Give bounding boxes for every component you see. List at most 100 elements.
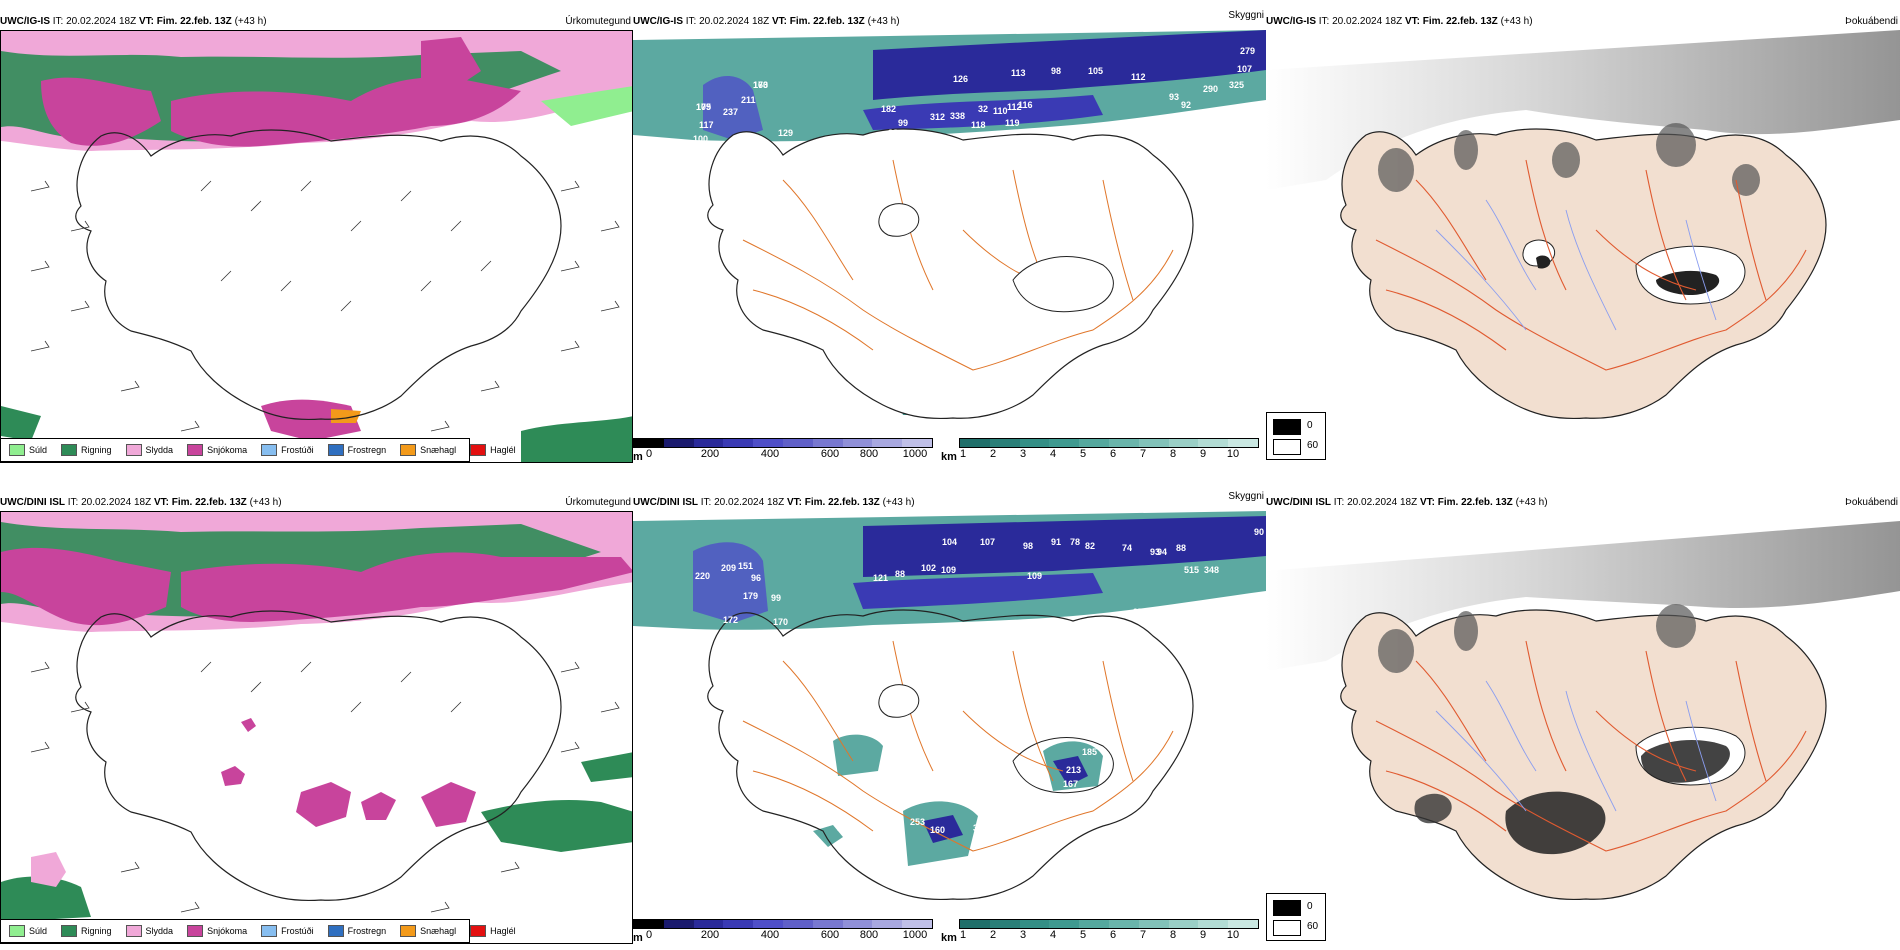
precip-legend: Súld Rigning Slydda Snjókoma Frostúði Fr… xyxy=(0,438,516,462)
ceiling-unit: m xyxy=(633,451,643,463)
legend-swatch xyxy=(261,925,278,937)
legend-item: Snæhagl xyxy=(400,444,456,456)
legend-swatch xyxy=(470,925,487,937)
tick-label: 7 xyxy=(1139,448,1147,460)
ceiling-value-label: 290 xyxy=(1203,84,1218,94)
ceiling-value-label: 94 xyxy=(1157,547,1167,557)
precip-map[interactable] xyxy=(0,511,633,944)
ceiling-value-label: 253 xyxy=(910,817,925,827)
fog-key: 0 60 xyxy=(1266,893,1326,941)
ceiling-value-label: 237 xyxy=(723,107,738,117)
vt-value: Fim. 22.feb. 13Z xyxy=(171,497,247,508)
legend-item: Slydda xyxy=(125,444,173,456)
panel-header: UWC/IG-IS IT: 20.02.2024 18Z VT: Fim. 22… xyxy=(1266,14,1900,30)
tick-label: 1000 xyxy=(902,929,928,941)
vis-ticks: 1 2 3 4 5 6 7 8 9 10 xyxy=(959,929,1259,941)
lead-time: (+43 h) xyxy=(1515,497,1548,508)
ceiling-value-label: 115 xyxy=(725,140,740,150)
ceiling-value-label: 88 xyxy=(888,128,898,138)
legend-item: Snjókoma xyxy=(187,925,247,937)
legend-label: Haglél xyxy=(490,926,516,936)
legend-swatch xyxy=(187,925,204,937)
it-value: 20.02.2024 18Z xyxy=(714,497,785,508)
ceiling-value-label: 117 xyxy=(699,120,714,130)
vt-label: VT: xyxy=(1404,16,1420,27)
tick-label: 800 xyxy=(859,448,879,460)
lead-time: (+43 h) xyxy=(1500,16,1533,27)
legend-item: Haglél xyxy=(470,444,516,456)
tick-label: 6 xyxy=(1109,448,1117,460)
legend-label: Frostúði xyxy=(281,926,314,936)
ceiling-colorbar-row xyxy=(633,919,933,929)
ceiling-value-label: 182 xyxy=(881,104,896,114)
legend-label: Frostregn xyxy=(347,445,387,455)
lead-time: (+43 h) xyxy=(867,16,900,27)
fog-map[interactable] xyxy=(1266,511,1900,944)
panel-header: UWC/DINI ISL IT: 20.02.2024 18Z VT: Fim.… xyxy=(633,491,1266,511)
ceiling-value-label: 98 xyxy=(1023,541,1033,551)
vt-label: VT: xyxy=(771,16,787,27)
it-label: IT: xyxy=(685,16,697,27)
fog-key-label: 0 xyxy=(1307,901,1313,912)
tick-label: 3 xyxy=(1019,448,1027,460)
legend-item: Frostúði xyxy=(261,444,314,456)
it-label: IT: xyxy=(700,497,712,508)
ceiling-colorbar: 0 200 400 600 800 1000 xyxy=(633,438,933,460)
fog-key-swatch xyxy=(1273,419,1301,435)
ceiling-value-label: 105 xyxy=(696,102,711,112)
legend-label: Slydda xyxy=(145,926,174,936)
ceiling-value-label: 90 xyxy=(1254,527,1264,537)
it-value: 20.02.2024 18Z xyxy=(699,16,770,27)
fog-key-swatch xyxy=(1273,900,1301,916)
lead-time: (+43 h) xyxy=(882,497,915,508)
ceiling-value-label: 116 xyxy=(1018,100,1033,110)
vt-value: Fim. 22.feb. 13Z xyxy=(1422,16,1498,27)
precip-legend: Súld Rigning Slydda Snjókoma Frostúði Fr… xyxy=(0,919,516,943)
legend-label: Snæhagl xyxy=(420,445,457,455)
ceiling-value-label: 88 xyxy=(1176,543,1186,553)
legend-label: Rigning xyxy=(81,926,112,936)
ceiling-value-label: 93 xyxy=(1150,547,1160,557)
legend-label: Rigning xyxy=(81,445,112,455)
legend-swatch xyxy=(9,925,25,937)
legend-swatch xyxy=(470,444,487,456)
legend-label: Snæhagl xyxy=(420,926,457,936)
legend-item: Haglél xyxy=(470,925,516,937)
precip-map[interactable] xyxy=(0,30,633,463)
ceiling-value-label: 173 xyxy=(753,80,768,90)
ceiling-value-label: 112 xyxy=(1007,102,1022,112)
ceiling-value-label: 220 xyxy=(695,571,710,581)
ceiling-value-label: 74 xyxy=(1122,543,1132,553)
ceiling-value-label: 104 xyxy=(942,537,957,547)
visibility-panel-bottom: UWC/DINI ISL IT: 20.02.2024 18Z VT: Fim.… xyxy=(633,491,1266,944)
visibility-panel-top: UWC/IG-IS IT: 20.02.2024 18Z VT: Fim. 22… xyxy=(633,10,1266,463)
it-value: 20.02.2024 18Z xyxy=(1332,16,1403,27)
it-label: IT: xyxy=(1318,16,1330,27)
ceiling-value-label: 121 xyxy=(873,573,888,583)
vt-label: VT: xyxy=(786,497,802,508)
it-label: IT: xyxy=(67,497,79,508)
ceiling-value-label: 99 xyxy=(898,118,908,128)
legend-label: Snjókoma xyxy=(207,926,248,936)
tick-label: 10 xyxy=(1226,929,1240,941)
visibility-map[interactable]: 160 179 211 117 100 115 129 126 113 98 105 112 107 18… xyxy=(633,30,1266,430)
ceiling-value-label: 99 xyxy=(771,593,781,603)
legend-swatch xyxy=(400,925,417,937)
ceiling-value-label: 126 xyxy=(953,74,968,84)
vt-value: Fim. 22.feb. 13Z xyxy=(1437,497,1513,508)
legend-swatch xyxy=(125,925,142,937)
legend-item: Súld xyxy=(9,925,47,937)
panel-title: Þokuábendi xyxy=(1845,16,1898,27)
tick-label: 9 xyxy=(1199,448,1207,460)
precip-panel-top: UWC/IG-IS IT: 20.02.2024 18Z VT: Fim. 22… xyxy=(0,14,633,463)
tick-label: 6 xyxy=(1109,929,1117,941)
ceiling-value-label: 100 xyxy=(693,134,708,144)
ceiling-ticks: 0 200 400 600 800 1000 xyxy=(633,929,933,941)
ceiling-value-label: 209 xyxy=(721,563,736,573)
fog-map[interactable] xyxy=(1266,30,1900,463)
legend-item: Rigning xyxy=(61,444,112,456)
visibility-map[interactable]: 151 209 220 96 99 179 172 121 88 102 109 104 107 98 91… xyxy=(633,511,1266,911)
legend-swatch xyxy=(327,444,344,456)
fog-key: 0 60 xyxy=(1266,412,1326,460)
legend-item: Rigning xyxy=(61,925,112,937)
